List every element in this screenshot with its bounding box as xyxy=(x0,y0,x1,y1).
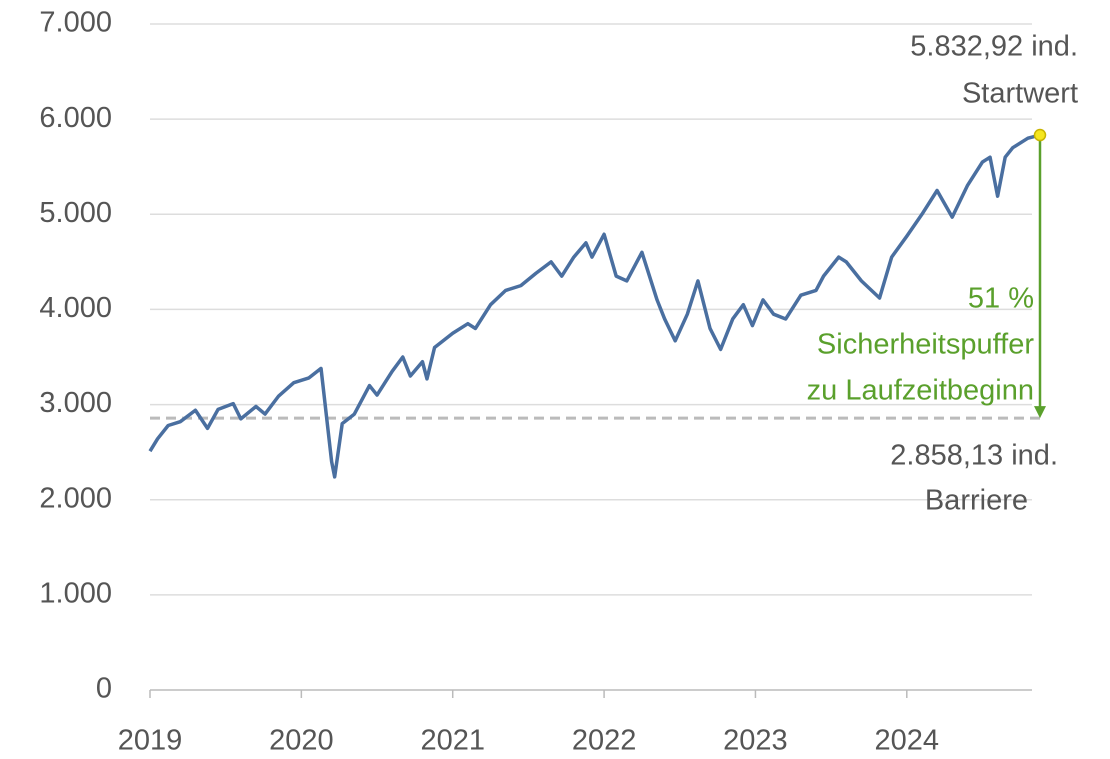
y-tick-label: 5.000 xyxy=(39,197,112,229)
start-label: 5.832,92 ind. xyxy=(910,31,1078,63)
y-tick-label: 2.000 xyxy=(39,482,112,514)
y-tick-label: 0 xyxy=(96,673,112,705)
y-tick-label: 4.000 xyxy=(39,292,112,324)
price-line xyxy=(148,133,1041,479)
x-tick-label: 2021 xyxy=(420,725,485,757)
barrier-label: 2.858,13 ind. xyxy=(890,440,1058,472)
y-tick-label: 6.000 xyxy=(39,102,112,134)
x-tick-label: 2019 xyxy=(118,725,183,757)
y-tick-label: 1.000 xyxy=(39,578,112,610)
y-tick-label: 3.000 xyxy=(39,387,112,419)
x-tick-label: 2022 xyxy=(572,725,637,757)
buffer-label: Sicherheitspuffer xyxy=(817,329,1034,361)
start-label: Startwert xyxy=(962,78,1078,110)
buffer-label: 51 % xyxy=(968,283,1034,315)
arrow-head xyxy=(1034,406,1046,419)
start-marker xyxy=(1033,128,1047,142)
barrier-label: Barriere xyxy=(925,485,1028,517)
y-tick-label: 7.000 xyxy=(39,7,112,39)
x-tick-label: 2023 xyxy=(723,725,788,757)
x-tick-label: 2020 xyxy=(269,725,334,757)
buffer-label: zu Laufzeitbeginn xyxy=(807,375,1034,407)
x-tick-label: 2024 xyxy=(875,725,940,757)
